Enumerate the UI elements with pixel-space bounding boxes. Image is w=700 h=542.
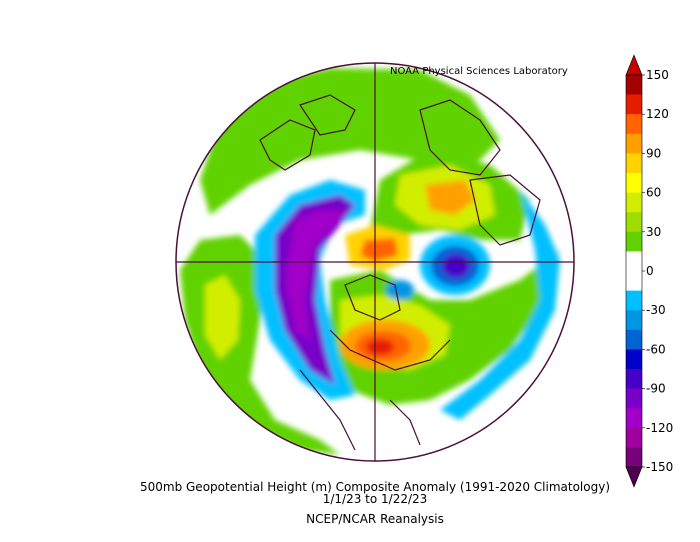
colorbar-segment [626,231,642,252]
colorbar-segment [626,192,642,213]
negative-anomaly-magenta-core [285,210,345,340]
colorbar-tick-label: 30 [646,225,661,239]
colorbar-tick-label: 120 [646,107,669,121]
title-line-2: 1/1/23 to 1/22/23 [322,492,428,506]
colorbar-tick-label: 150 [646,68,669,82]
title-line-3: NCEP/NCAR Reanalysis [306,512,444,526]
colorbar-segment [626,329,642,350]
colorbar-segment [626,212,642,233]
colorbar-segment [626,408,642,429]
colorbar-segment [626,349,642,370]
colorbar-tick-label: -120 [646,421,673,435]
orange-anomaly-europe [425,180,475,215]
colorbar-segment [626,114,642,135]
colorbar-segment [626,447,642,468]
coastlines [259,94,541,451]
colorbar-tick-label: -30 [646,303,666,317]
colorbar-tick-label: 0 [646,264,654,278]
positive-anomaly-north-atlantic [200,68,500,215]
negative-anomaly-atlantic [440,190,560,420]
colorbar-tick-label: -60 [646,342,666,356]
colorbar-segment [626,271,642,291]
colorbar-segment [626,369,642,389]
yellow-anomaly-pacific [205,275,240,360]
colorbar-tick-label: 60 [646,186,661,200]
negative-anomaly-small [386,280,414,300]
negative-anomaly-europe-core [442,254,470,278]
colorbar-segment [626,310,642,331]
title-line-1: 500mb Geopotential Height (m) Composite … [139,480,610,494]
orange-anomaly-arctic [360,238,398,262]
colorbar-segment [626,290,642,311]
colorbar-segment [626,173,642,193]
colorbar-segment [626,75,642,95]
colorbar-segment [626,251,642,272]
colorbar-tick-label: 90 [646,146,661,160]
colorbar-tick-label: -90 [646,382,666,396]
colorbar-tick-label: -150 [646,460,673,474]
colorbar-top-arrow [625,54,643,76]
colorbar-segment [626,427,642,448]
colorbar-segment [626,388,642,409]
colorbar-segment [626,153,642,174]
colorbar-segment [626,133,642,154]
colorbar-segment [626,94,642,115]
dark-red-anomaly-east-asia [366,339,394,355]
credit-label: NOAA Physical Sciences Laboratory [390,66,568,77]
